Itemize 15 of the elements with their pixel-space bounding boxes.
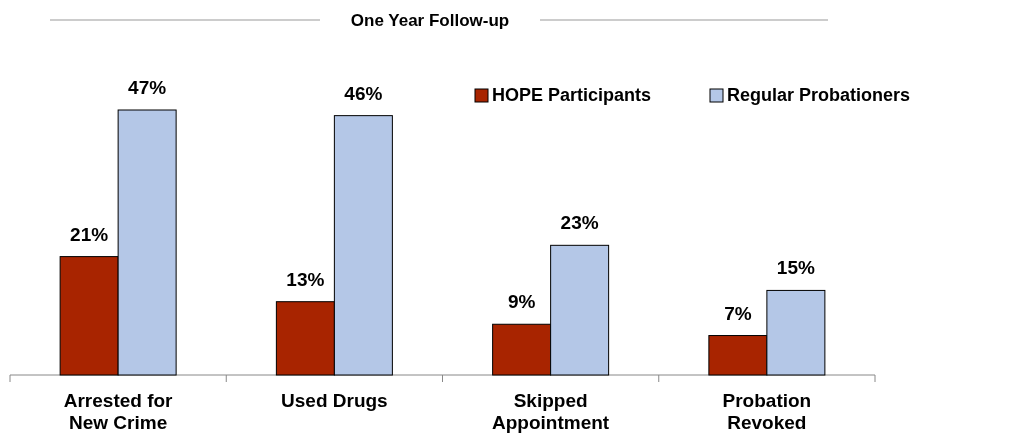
legend-label: Regular Probationers [727, 85, 911, 105]
data-label: 13% [286, 268, 325, 290]
x-tick-label: Used Drugs [281, 390, 388, 411]
x-tick-label: Arrested for New Crime [63, 390, 174, 433]
data-label: 9% [507, 291, 536, 313]
x-tick-label: Skipped Appointment [492, 390, 610, 433]
data-label: 23% [560, 212, 599, 234]
chart-title: One Year Follow-up [350, 11, 510, 30]
data-label: 21% [70, 223, 109, 245]
data-label: 15% [776, 257, 815, 279]
data-label: 46% [344, 82, 383, 104]
legend-label: HOPE Participants [492, 85, 652, 105]
data-label: 7% [724, 302, 752, 324]
data-label: 47% [128, 77, 167, 98]
x-tick-label: Probation Revoked [722, 390, 812, 433]
